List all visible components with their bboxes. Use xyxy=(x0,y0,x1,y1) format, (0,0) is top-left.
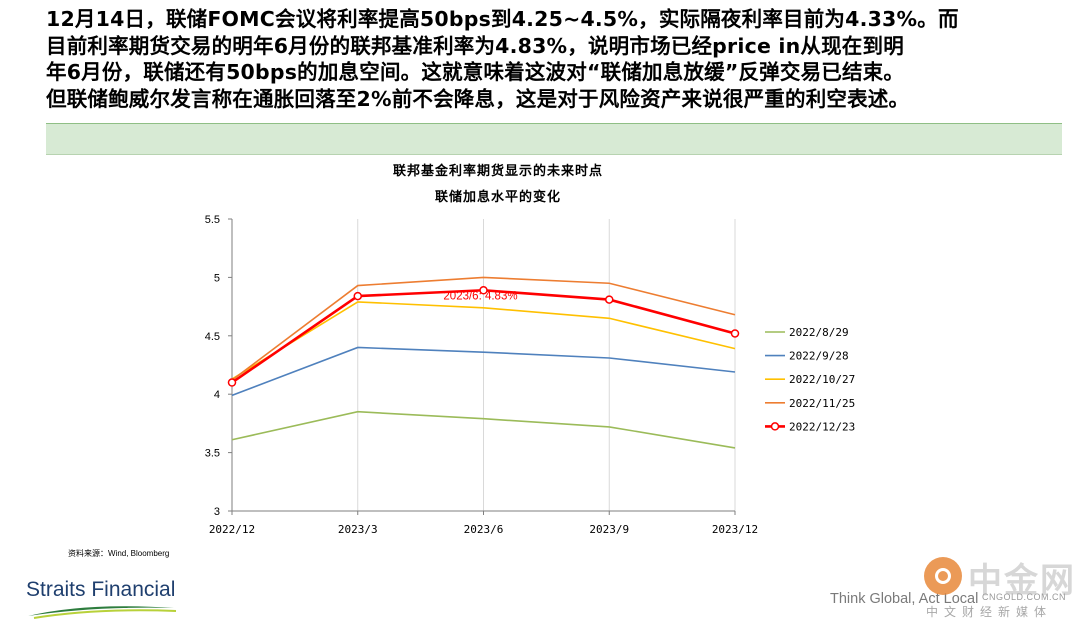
data-point xyxy=(730,329,740,338)
legend-label: 2022/8/29 xyxy=(789,326,849,339)
chart-title-line-1: 联邦基金利率期货显示的未来时点 xyxy=(393,163,603,179)
y-tick-label: 5.5 xyxy=(205,214,220,226)
legend-label: 2022/10/27 xyxy=(789,373,855,386)
logo-text: Straits Financial xyxy=(26,578,176,601)
x-tick-label: 2023/6 xyxy=(464,523,504,536)
source-note: 资料来源：Wind, Bloomberg xyxy=(68,549,170,558)
chart-title-line-2: 联储加息水平的变化 xyxy=(435,189,561,205)
data-point xyxy=(227,378,237,387)
x-tick-label: 2023/12 xyxy=(712,523,758,536)
series-line-2022-10-27 xyxy=(231,301,736,380)
annotation-label: 2023/6: 4.83% xyxy=(443,290,517,302)
y-tick-label: 5 xyxy=(214,272,220,284)
legend-label: 2022/9/28 xyxy=(789,350,849,363)
header-line-3: 年6月份，联储还有50bps的加息空间。这就意味着这波对“联储加息放缓”反弹交易… xyxy=(46,60,905,84)
logo-swoosh-icon xyxy=(28,606,177,619)
cngold-watermark-icon xyxy=(924,557,962,595)
tagline: Think Global, Act Local xyxy=(830,591,979,607)
legend-label: 2022/11/25 xyxy=(789,397,855,410)
header-line-1: 12月14日，联储FOMC会议将利率提高50bps到4.25~4.5%，实际隔夜… xyxy=(46,7,959,31)
x-tick-label: 2023/9 xyxy=(589,523,629,536)
y-tick-label: 4 xyxy=(214,389,220,401)
series-line-2022-9-28 xyxy=(231,346,736,397)
x-tick-label: 2023/3 xyxy=(338,523,378,536)
y-tick-label: 3.5 xyxy=(205,448,220,460)
series-line-2022-11-25 xyxy=(231,276,736,381)
watermark-url: CNGOLD.COM.CN xyxy=(982,592,1067,602)
data-point xyxy=(353,291,362,301)
data-point xyxy=(605,295,614,304)
highlight-band xyxy=(46,123,1062,155)
watermark-name: 中金网 xyxy=(968,561,1076,601)
legend-label: 2022/12/23 xyxy=(789,420,855,433)
watermark-slogan: 中文财经新媒体 xyxy=(926,605,1053,619)
header-paragraph: 12月14日，联储FOMC会议将利率提高50bps到4.25~4.5%，实际隔夜… xyxy=(46,6,1066,112)
header-line-2: 目前利率期货交易的明年6月份的联邦基准利率为4.83%，说明市场已经price … xyxy=(46,33,904,58)
straits-financial-logo: Straits Financial xyxy=(26,578,186,620)
header-line-4: 但联储鲍威尔发言称在通胀回落至2%前不会降息，这是对于风险资产来说很严重的利空表… xyxy=(46,86,910,111)
y-tick-label: 4.5 xyxy=(205,331,220,343)
y-tick-label: 3 xyxy=(214,506,220,518)
data-point xyxy=(479,285,488,295)
series-line-2022-8-29 xyxy=(231,410,736,449)
x-tick-label: 2022/12 xyxy=(209,523,255,536)
legend-marker xyxy=(770,422,780,431)
